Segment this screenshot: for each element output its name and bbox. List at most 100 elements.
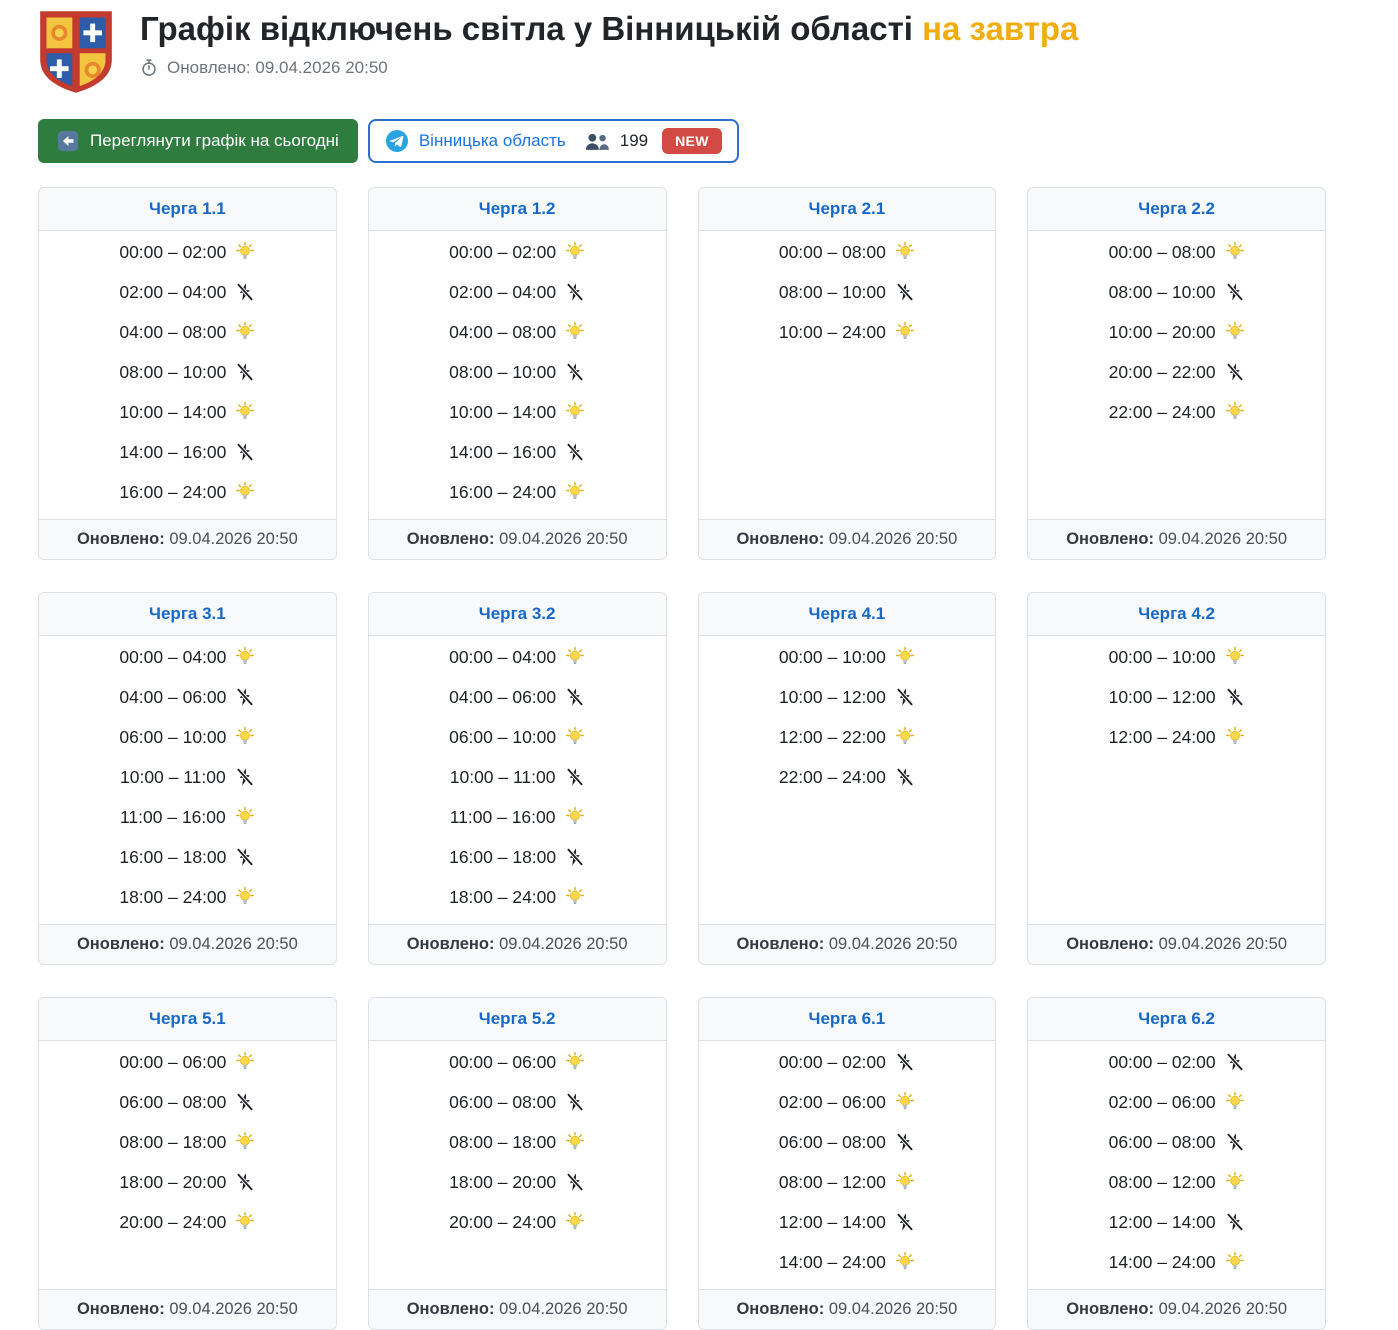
card-body: 00:00 – 08:00 08:00 – 10:00 10:00 – 20:00 2… [1028,231,1325,519]
time-range: 10:00 – 12:00 [778,686,886,707]
card-title: Черга 5.1 [149,1009,226,1028]
schedule-row: 02:00 – 04:00 [369,272,666,312]
time-range: 04:00 – 06:00 [119,686,227,707]
telegram-channel-link[interactable]: Вінницька область [418,131,566,150]
time-range: 16:00 – 18:00 [449,846,557,867]
card-updated-label: Оновлено: [736,1300,825,1318]
schedule-row: 11:00 – 16:00 [39,797,336,837]
queue-card: Черга 6.1 00:00 – 02:00 02:00 – 06:00 06:0… [697,997,997,1330]
time-range: 02:00 – 06:00 [778,1091,886,1112]
power-on-icon [1225,322,1245,342]
time-range: 12:00 – 24:00 [1108,726,1216,747]
time-range: 10:00 – 11:00 [449,766,556,787]
schedule-row: 18:00 – 24:00 [39,877,336,917]
view-today-button[interactable]: Переглянути графік на сьогодні [38,119,358,163]
schedule-row: 08:00 – 10:00 [39,352,336,392]
power-off-icon [1225,362,1245,382]
card-updated-label: Оновлено: [76,530,165,548]
card-updated-label: Оновлено: [1066,530,1154,548]
card-updated-value: 09.04.2026 20:50 [828,1300,958,1318]
schedule-row: 18:00 – 20:00 [39,1162,336,1202]
time-range: 00:00 – 08:00 [778,241,886,262]
time-range: 00:00 – 06:00 [119,1051,227,1072]
time-range: 04:00 – 08:00 [119,321,227,342]
card-updated-label: Оновлено: [406,1300,495,1318]
card-footer: Оновлено: 09.04.2026 20:50 [368,924,666,964]
card-updated-label: Оновлено: [1066,935,1154,953]
card-body: 00:00 – 10:00 10:00 – 12:00 12:00 – 22:00 2… [699,636,996,924]
card-footer: Оновлено: 09.04.2026 20:50 [39,1289,336,1329]
queue-card: Черга 4.1 00:00 – 10:00 10:00 – 12:00 12:0… [697,592,997,965]
power-on-icon [565,322,585,342]
schedule-row: 11:00 – 16:00 [369,797,666,837]
schedule-row: 08:00 – 12:00 [1028,1162,1325,1202]
card-header: Черга 3.1 [39,593,336,636]
card-updated-label: Оновлено: [76,935,165,953]
power-off-icon [235,847,255,867]
power-off-icon [895,282,915,302]
card-body: 00:00 – 02:00 02:00 – 04:00 04:00 – 08:00 0… [369,231,666,519]
power-on-icon [565,727,585,747]
time-range: 10:00 – 14:00 [119,401,227,422]
power-off-icon [565,442,585,462]
power-on-icon [895,647,915,667]
card-header: Черга 5.2 [368,998,666,1041]
power-on-icon [235,1132,255,1152]
schedule-row: 00:00 – 02:00 [369,232,666,272]
telegram-widget[interactable]: Вінницька область 199 NEW [367,119,739,163]
schedule-row: 20:00 – 24:00 [369,1202,666,1242]
schedule-row: 04:00 – 08:00 [369,312,666,352]
time-range: 18:00 – 20:00 [449,1171,557,1192]
schedule-row: 10:00 – 12:00 [699,677,996,717]
card-body: 00:00 – 02:00 02:00 – 04:00 04:00 – 08:00 0… [39,231,336,519]
coat-of-arms-logo [38,10,114,99]
card-body: 00:00 – 10:00 10:00 – 12:00 12:00 – 24:00 [1028,636,1325,924]
schedule-row: 08:00 – 10:00 [1028,272,1325,312]
card-header: Черга 4.2 [1028,593,1325,636]
power-off-icon [1225,1212,1245,1232]
power-on-icon [895,1252,915,1272]
power-on-icon [565,1052,585,1072]
card-footer: Оновлено: 09.04.2026 20:50 [39,519,336,559]
card-updated-value: 09.04.2026 20:50 [169,530,298,548]
power-on-icon [895,1172,915,1192]
schedule-row: 10:00 – 14:00 [369,392,666,432]
time-range: 12:00 – 22:00 [778,726,886,747]
power-off-icon [1225,1052,1245,1072]
time-range: 10:00 – 11:00 [120,766,226,787]
card-body: 00:00 – 04:00 04:00 – 06:00 06:00 – 10:00 1… [39,636,336,924]
power-on-icon [895,1092,915,1112]
power-on-icon [1225,1092,1245,1112]
power-off-icon [1225,687,1245,707]
card-body: 00:00 – 02:00 02:00 – 06:00 06:00 – 08:00 0… [1028,1041,1325,1289]
power-on-icon [565,887,585,907]
page-title-main: Графік відключень світла у Вінницькій об… [140,10,913,47]
card-title: Черга 2.1 [808,199,886,218]
time-range: 10:00 – 12:00 [1108,686,1216,707]
page-title-accent: на завтра [922,10,1079,47]
card-updated-value: 09.04.2026 20:50 [1158,935,1288,953]
schedule-row: 10:00 – 14:00 [39,392,336,432]
people-icon [584,132,610,151]
power-off-icon [235,362,255,382]
power-on-icon [1225,1172,1245,1192]
schedule-row: 08:00 – 18:00 [369,1122,666,1162]
power-off-icon [565,767,585,787]
queue-card: Черга 2.1 00:00 – 08:00 08:00 – 10:00 10:0… [697,187,997,560]
time-range: 18:00 – 24:00 [449,886,557,907]
power-off-icon [235,1172,255,1192]
card-footer: Оновлено: 09.04.2026 20:50 [1028,1289,1325,1329]
card-updated-label: Оновлено: [406,935,495,953]
power-on-icon [1225,402,1245,422]
schedule-row: 04:00 – 06:00 [39,677,336,717]
card-updated-value: 09.04.2026 20:50 [499,1300,628,1318]
time-range: 08:00 – 18:00 [449,1131,557,1152]
card-body: 00:00 – 06:00 06:00 – 08:00 08:00 – 18:00 1… [39,1041,336,1289]
schedule-row: 14:00 – 24:00 [699,1242,996,1282]
power-off-icon [565,1172,585,1192]
time-range: 18:00 – 24:00 [119,886,227,907]
card-title: Черга 3.2 [478,604,556,623]
time-range: 00:00 – 02:00 [119,241,227,262]
power-on-icon [235,482,255,502]
schedule-row: 02:00 – 06:00 [1028,1082,1325,1122]
